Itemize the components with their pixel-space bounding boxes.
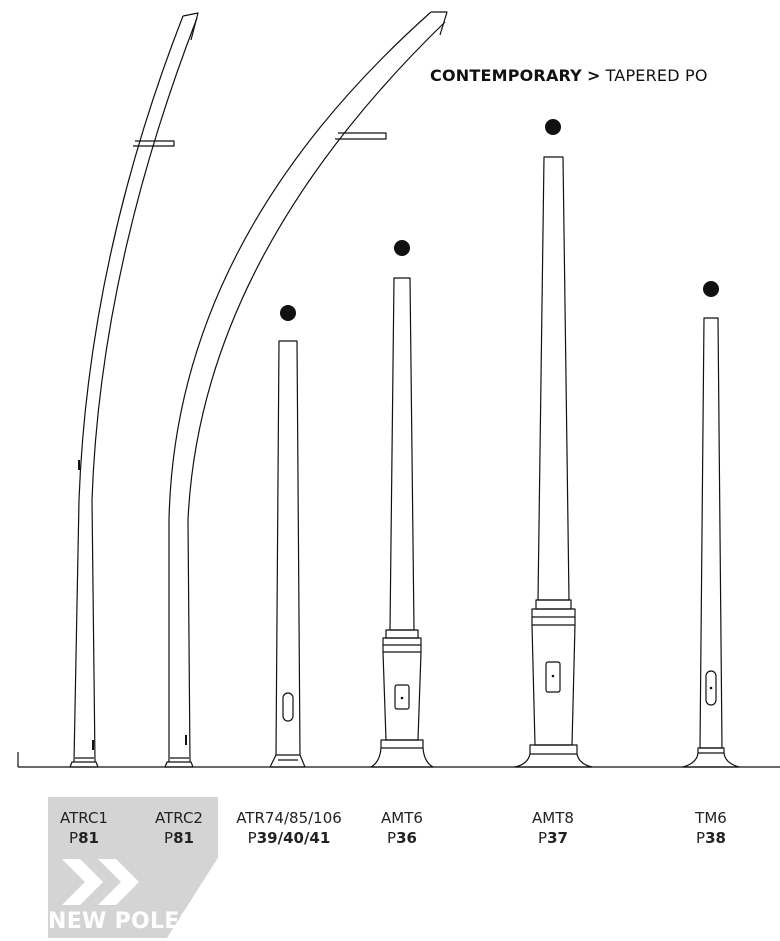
luminaire-amt6 <box>394 240 410 256</box>
pole-page: P81 <box>69 829 99 847</box>
luminaire-amt8 <box>545 119 561 135</box>
pole-page: P39/40/41 <box>247 829 331 847</box>
pole-atrc1 <box>69 12 199 768</box>
pole-name: TM6 <box>695 809 727 827</box>
pole-label-amt8: AMT8 P37 <box>483 808 623 848</box>
pole-label-atrc2: ATRC2 P81 <box>109 808 249 848</box>
pole-page: P36 <box>387 829 417 847</box>
pole-page: P37 <box>538 829 568 847</box>
new-poles-label: NEW POLES <box>48 909 196 934</box>
subsection-title: TAPERED PO <box>605 66 708 85</box>
luminaire-markers <box>280 119 719 321</box>
pole-label-tm6: TM6 P38 <box>641 808 780 848</box>
pole-name: ATR74/85/106 <box>236 809 342 827</box>
pole-page: P38 <box>696 829 726 847</box>
pole-label-amt6: AMT6 P36 <box>332 808 472 848</box>
double-chevron-icon <box>62 859 139 905</box>
breadcrumb-separator: > <box>586 66 601 85</box>
pole-tm6 <box>682 317 740 768</box>
pole-label-atrc1: ATRC1 P81 <box>14 808 154 848</box>
pole-atrc2 <box>164 11 448 768</box>
pole-name: ATRC1 <box>60 809 108 827</box>
pole-name: AMT6 <box>381 809 423 827</box>
pole-page: P81 <box>164 829 194 847</box>
new-poles-badge: NEW POLES <box>48 797 218 938</box>
pole-name: AMT8 <box>532 809 574 827</box>
breadcrumb-heading: CONTEMPORARY > TAPERED PO <box>430 66 708 85</box>
luminaire-tm6 <box>703 281 719 297</box>
pole-atr <box>269 340 306 768</box>
pole-amt8 <box>514 156 593 768</box>
section-title: CONTEMPORARY <box>430 66 582 85</box>
luminaire-atr <box>280 305 296 321</box>
pole-amt6 <box>370 277 434 768</box>
pole-name: ATRC2 <box>155 809 203 827</box>
pole-label-atr: ATR74/85/106 P39/40/41 <box>219 808 359 848</box>
